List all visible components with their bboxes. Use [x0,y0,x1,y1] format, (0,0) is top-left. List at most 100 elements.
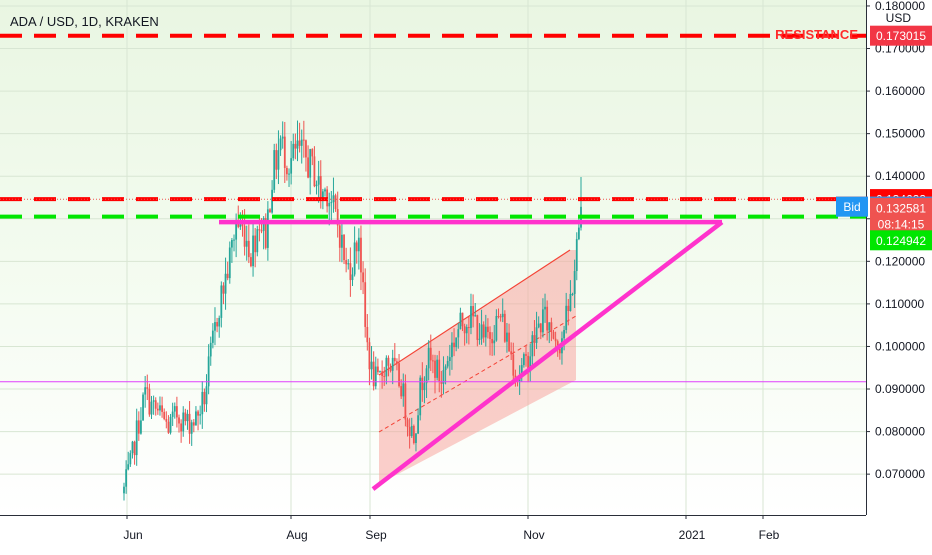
candle-body [159,405,161,411]
candle-body [387,357,390,366]
candle-body [575,239,578,272]
candle-body [459,312,462,330]
candle-body [214,322,216,331]
candle-body [503,313,506,342]
candle-body [305,140,307,158]
candles [123,120,582,501]
candle-body [231,240,233,248]
candle-body [404,383,407,420]
candle-body [269,209,271,213]
candle-body [478,338,481,340]
price-tag-text: 0.132581 [876,201,926,215]
candle-body [400,386,403,397]
candle-body [220,285,223,318]
price-tag-text: 0.124942 [876,234,926,248]
candle-body [501,313,504,318]
candle-body [455,337,458,348]
candle-body [188,413,191,434]
candle-body [493,340,496,344]
candle-body [296,140,299,149]
candle-body [391,357,394,371]
candle-body [393,357,396,362]
candle-body [442,370,445,384]
candle-body [546,306,549,331]
candle-body [129,453,132,465]
candle-body [254,235,257,253]
candle-body [425,368,428,384]
candle-body [123,486,125,494]
candle-body [273,150,276,190]
candle-body [408,427,411,437]
candle-body [567,305,570,312]
candle-body [283,136,286,168]
candle-body [192,422,195,426]
candle-body [290,158,293,174]
candle-body [370,361,373,370]
candle-body [362,272,364,283]
candle-body [508,332,510,352]
candle-body [324,189,326,192]
candle-body [338,225,341,248]
candle-body [444,366,447,371]
candle-body [470,306,472,328]
candle-body [131,441,134,454]
price-tag-box [870,213,932,234]
candle-body [438,359,441,382]
candle-body [539,323,542,333]
candle-body [209,342,212,357]
candle-body [133,441,136,456]
candle-body [529,356,532,372]
candle-body [533,335,536,343]
candle-body [239,224,242,227]
candle-body [402,383,405,397]
candle-body [224,273,227,294]
candle-body [319,176,322,199]
price-tag-box [870,197,932,218]
candle-body [258,229,261,231]
candle-body [201,391,204,415]
candle-body [197,411,199,416]
chart-title: ADA / USD, 1D, KRAKEN [10,14,159,29]
price-tags: 0.1730150.1346230.132879Ask0.132840Bid0.… [836,25,932,251]
candle-body [522,354,525,366]
candle-body [497,316,500,318]
candle-body [423,383,426,391]
candle-body [266,209,269,248]
candle-body [558,348,561,354]
candle-body [537,323,540,328]
candle-body [205,386,208,405]
candle-body [281,136,284,139]
resistance-label: RESISTANCE [775,27,858,42]
candle-body [355,242,358,252]
candle-body [429,347,432,361]
candle-body [250,257,252,267]
candle-body [347,263,350,265]
candle-body [222,285,225,294]
candle-body [396,361,398,364]
candle-body [531,335,534,357]
candle-body [279,138,282,151]
candle-body [307,157,309,178]
candle-body [563,329,565,339]
candle-body [195,411,197,426]
x-tick-label: Sep [365,528,387,542]
candle-body [472,306,474,317]
candle-body [415,433,417,443]
candle-body [349,263,352,281]
candle-body [135,420,138,456]
candle-body [506,332,508,342]
x-tick-label: 2021 [679,528,706,542]
candle-body [169,416,172,433]
y-tick-label: 0.140000 [875,169,925,183]
candle-body [440,381,443,384]
price-axis-background [866,0,932,515]
candle-body [317,176,320,185]
candle-body [228,247,231,279]
candle-body [385,357,388,377]
price-tag: 08:14:15 [870,213,932,234]
candle-body [453,342,455,348]
candle-body [406,419,409,428]
candle-body [207,356,210,387]
candle-body [161,405,163,412]
